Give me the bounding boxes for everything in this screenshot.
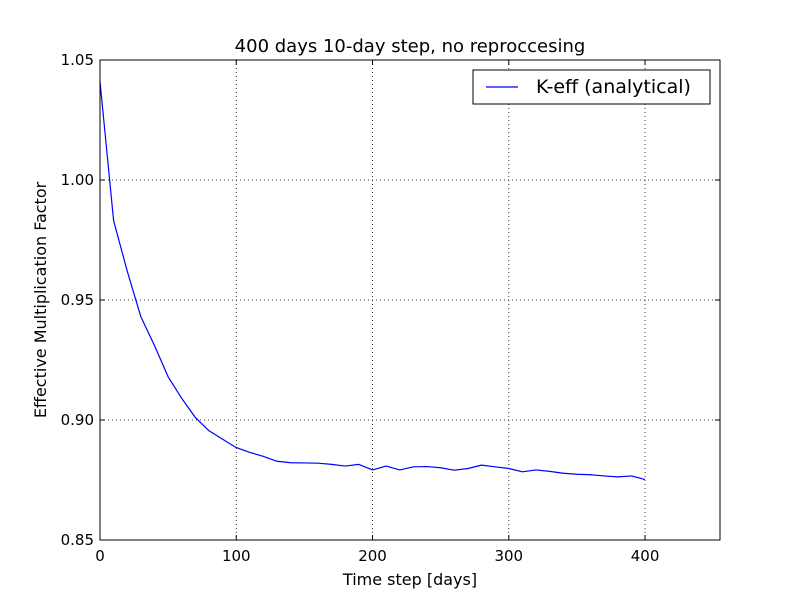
x-tick-label: 300 bbox=[494, 547, 523, 565]
x-tick-label: 200 bbox=[358, 547, 387, 565]
x-tick-label: 100 bbox=[222, 547, 251, 565]
y-tick-label: 0.85 bbox=[61, 531, 94, 549]
plot-area bbox=[99, 81, 646, 481]
chart-title: 400 days 10-day step, no reproccesing bbox=[235, 36, 586, 57]
y-tick-label: 0.90 bbox=[61, 411, 94, 429]
axis-ticks: 0 100 200 300 400 0.85 0.90 0.95 1.00 1.05 bbox=[61, 51, 720, 565]
y-tick-label: 1.00 bbox=[61, 171, 94, 189]
x-tick-label: 400 bbox=[631, 547, 660, 565]
y-axis-label: Effective Multiplication Factor bbox=[31, 181, 50, 418]
x-axis-label: Time step [days] bbox=[342, 570, 477, 589]
legend: K-eff (analytical) bbox=[472, 69, 711, 105]
x-tick-label: 0 bbox=[95, 547, 105, 565]
y-tick-label: 0.95 bbox=[61, 291, 94, 309]
series-line-k-eff bbox=[99, 81, 646, 481]
y-tick-label: 1.05 bbox=[61, 51, 94, 69]
legend-label-k-eff: K-eff (analytical) bbox=[536, 76, 691, 98]
